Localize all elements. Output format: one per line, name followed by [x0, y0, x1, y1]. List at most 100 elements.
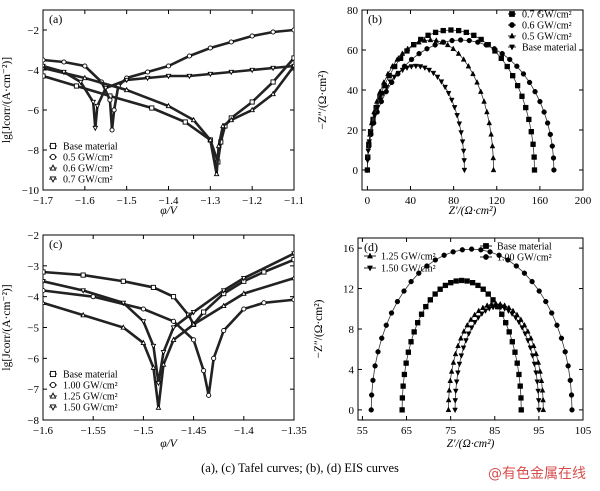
data-point [186, 53, 192, 59]
data-point [459, 247, 465, 253]
data-point [415, 320, 421, 326]
legend-marker [366, 252, 374, 259]
legend-marker [49, 176, 57, 183]
data-point [456, 361, 463, 368]
legend-label: 0.6 GW/cm² [63, 164, 113, 175]
data-point [449, 37, 455, 44]
data-point [270, 90, 276, 97]
data-point [437, 286, 443, 292]
y-tick-label: 8 [349, 324, 355, 336]
chart-panel-2: −1.6 −1.55 −1.5 −1.45 −1.4 −1.35 −8 −7 −6 −5 −4 −3 −… [1, 230, 307, 450]
data-point [470, 70, 476, 77]
data-point [404, 45, 411, 51]
x-tick-label: −1.5 [133, 425, 153, 437]
data-point [469, 280, 476, 286]
legend-marker [49, 164, 57, 171]
data-point [498, 55, 504, 61]
data-point [528, 129, 534, 135]
y-tick-label: 0 [349, 405, 355, 417]
data-point [549, 310, 555, 316]
data-point [490, 166, 497, 173]
data-point [527, 345, 534, 352]
data-point [190, 116, 197, 123]
x-axis-title: Z′/(Ω·cm²) [449, 205, 497, 217]
data-point [408, 339, 414, 345]
series-line-3 [43, 64, 294, 129]
data-point [464, 321, 471, 328]
data-point [477, 88, 484, 94]
y-tick-label: −2 [27, 230, 39, 242]
series-line-0 [43, 258, 294, 327]
data-point [240, 276, 247, 282]
data-point [399, 407, 405, 413]
data-point [249, 99, 255, 105]
y-tick-label: −6 [27, 353, 39, 365]
x-tick-label: −1.6 [33, 425, 53, 437]
data-point [478, 247, 484, 253]
data-point [391, 74, 398, 81]
data-point [61, 59, 67, 65]
data-point [155, 404, 162, 410]
data-point [220, 122, 226, 129]
data-point [109, 127, 115, 133]
y-axis-title: lg[Jcorr/(A·cm⁻²)] [1, 57, 13, 143]
data-point [186, 73, 193, 80]
legend-label: Base material [63, 142, 118, 153]
data-point [456, 121, 463, 127]
data-point [424, 263, 430, 269]
data-point [80, 311, 87, 318]
y-tick-label: −4 [27, 65, 39, 77]
data-point [519, 325, 526, 331]
data-point [484, 108, 490, 115]
legend-label: 1.00 GW/cm² [63, 381, 118, 392]
data-point [427, 297, 433, 303]
data-point [490, 297, 496, 303]
data-point [372, 363, 378, 369]
legend-marker [49, 404, 57, 411]
legend-marker [509, 22, 515, 28]
y-tick-label: 20 [347, 125, 359, 137]
data-point [170, 336, 177, 342]
y-tick-label: −4 [27, 292, 39, 304]
data-point [452, 350, 459, 357]
y-tick-label: 60 [347, 45, 359, 57]
data-point [433, 37, 440, 43]
x-tick-label: 95 [533, 425, 545, 437]
data-point [529, 353, 536, 359]
data-point [510, 73, 516, 79]
data-point [505, 308, 512, 315]
data-point [120, 278, 126, 284]
data-point [364, 158, 371, 164]
y-tick-label: −8 [27, 415, 39, 427]
data-point [516, 371, 522, 378]
data-point [523, 104, 529, 111]
data-point [455, 50, 462, 56]
data-point [405, 349, 412, 355]
legend-marker [49, 153, 57, 161]
data-point [80, 288, 87, 294]
data-point [463, 338, 469, 344]
data-point [432, 257, 438, 263]
legend-label: 1.50 GW/cm² [381, 264, 436, 275]
data-point [513, 263, 519, 269]
data-point [270, 79, 276, 85]
data-point [448, 27, 454, 33]
data-point [43, 279, 46, 285]
y-tick-label: 40 [347, 85, 359, 97]
data-point [541, 109, 547, 115]
data-point [538, 377, 545, 384]
data-point [521, 270, 528, 276]
data-point [381, 79, 387, 85]
data-point [170, 318, 177, 324]
data-point [383, 322, 389, 328]
x-tick-label: 80 [448, 195, 460, 207]
data-point [190, 321, 197, 327]
data-point [460, 56, 467, 62]
data-point [140, 306, 146, 312]
data-point [80, 272, 86, 278]
data-point [479, 311, 485, 318]
legend-marker [483, 254, 489, 260]
